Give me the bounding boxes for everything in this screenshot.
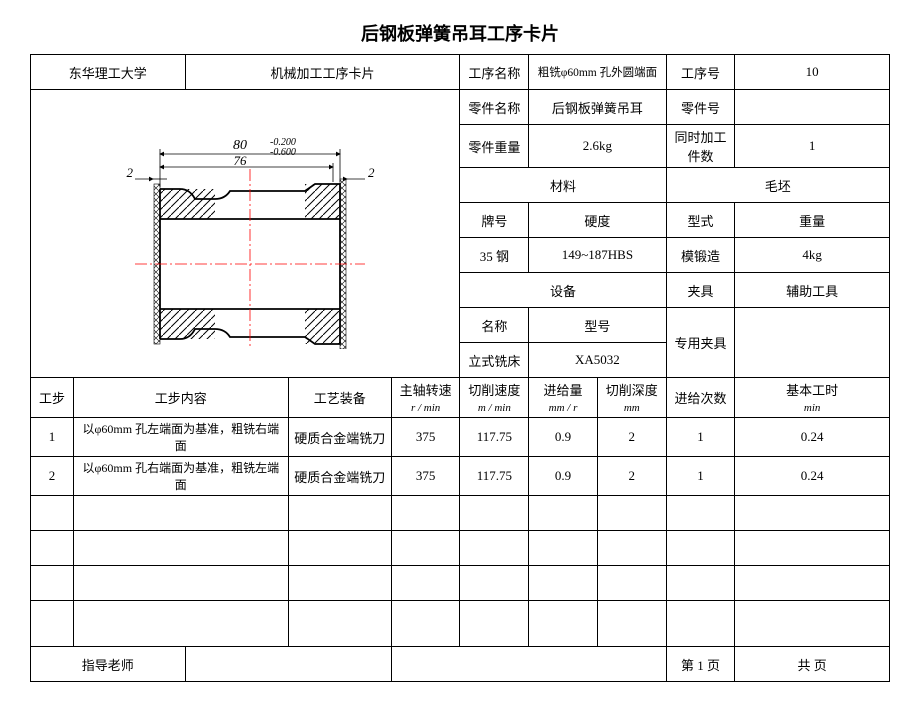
svg-text:2: 2 bbox=[368, 165, 375, 180]
page-current: 第 1 页 bbox=[666, 647, 735, 682]
col-step: 工步 bbox=[31, 378, 74, 418]
col-depth: 切削深度mm bbox=[597, 378, 666, 418]
empty-row bbox=[31, 601, 890, 647]
form-value: 模锻造 bbox=[666, 238, 735, 273]
process-name-label: 工序名称 bbox=[460, 55, 529, 90]
col-cutspeed: 切削速度m / min bbox=[460, 378, 529, 418]
part-no-value bbox=[735, 90, 890, 125]
part-weight-value: 2.6kg bbox=[529, 125, 666, 168]
material-label: 材料 bbox=[460, 168, 666, 203]
form-label: 型式 bbox=[666, 203, 735, 238]
part-no-label: 零件号 bbox=[666, 90, 735, 125]
empty-row bbox=[31, 496, 890, 531]
process-card-table: 东华理工大学 机械加工工序卡片 工序名称 粗铣φ60mm 孔外圆端面 工序号 1… bbox=[30, 54, 890, 682]
special-fixture: 专用夹具 bbox=[666, 308, 735, 378]
process-name-value: 粗铣φ60mm 孔外圆端面 bbox=[529, 55, 666, 90]
equip-name-value: 立式铣床 bbox=[460, 343, 529, 378]
simul-parts-label: 同时加工件数 bbox=[666, 125, 735, 168]
teacher-label: 指导老师 bbox=[31, 647, 186, 682]
svg-text:80: 80 bbox=[233, 138, 247, 153]
process-no-value: 10 bbox=[735, 55, 890, 90]
svg-text:76: 76 bbox=[234, 153, 248, 168]
hardness-label: 硬度 bbox=[529, 203, 666, 238]
technical-drawing: 80 -0.200 -0.600 76 2 2 bbox=[31, 90, 460, 378]
hardness-value: 149~187HBS bbox=[529, 238, 666, 273]
blank-label: 毛坯 bbox=[666, 168, 889, 203]
equip-model-label: 型号 bbox=[529, 308, 666, 343]
step-row: 1 以φ60mm 孔左端面为基准，粗铣右端面 硬质合金端铣刀 375 117.7… bbox=[31, 418, 890, 457]
page-total: 共 页 bbox=[735, 647, 890, 682]
grade-label: 牌号 bbox=[460, 203, 529, 238]
teacher-value bbox=[185, 647, 391, 682]
svg-text:2: 2 bbox=[127, 165, 134, 180]
page-title: 后钢板弹簧吊耳工序卡片 bbox=[30, 20, 890, 46]
fixture-label: 夹具 bbox=[666, 273, 735, 308]
university: 东华理工大学 bbox=[31, 55, 186, 90]
aux-tool-label: 辅助工具 bbox=[735, 273, 890, 308]
empty-row bbox=[31, 566, 890, 601]
process-no-label: 工序号 bbox=[666, 55, 735, 90]
grade-value: 35 钢 bbox=[460, 238, 529, 273]
col-tooling: 工艺装备 bbox=[288, 378, 391, 418]
part-weight-label: 零件重量 bbox=[460, 125, 529, 168]
part-name-label: 零件名称 bbox=[460, 90, 529, 125]
equip-name-label: 名称 bbox=[460, 308, 529, 343]
col-spindle: 主轴转速r / min bbox=[391, 378, 460, 418]
card-type: 机械加工工序卡片 bbox=[185, 55, 460, 90]
col-time: 基本工时min bbox=[735, 378, 890, 418]
footer-blank bbox=[391, 647, 666, 682]
weight-label: 重量 bbox=[735, 203, 890, 238]
equip-model-value: XA5032 bbox=[529, 343, 666, 378]
col-feed: 进给量mm / r bbox=[529, 378, 598, 418]
weight-value: 4kg bbox=[735, 238, 890, 273]
empty-row bbox=[31, 531, 890, 566]
equipment-label: 设备 bbox=[460, 273, 666, 308]
svg-text:-0.600: -0.600 bbox=[270, 147, 296, 158]
col-count: 进给次数 bbox=[666, 378, 735, 418]
part-name-value: 后钢板弹簧吊耳 bbox=[529, 90, 666, 125]
aux-tool-value bbox=[735, 308, 890, 378]
col-content: 工步内容 bbox=[73, 378, 288, 418]
step-row: 2 以φ60mm 孔右端面为基准，粗铣左端面 硬质合金端铣刀 375 117.7… bbox=[31, 457, 890, 496]
simul-parts-value: 1 bbox=[735, 125, 890, 168]
